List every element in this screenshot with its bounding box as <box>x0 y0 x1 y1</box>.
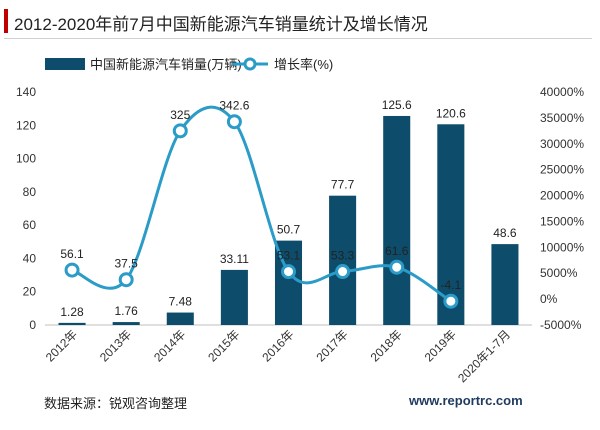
bar <box>437 124 465 325</box>
title-divider <box>4 38 592 39</box>
source-note: 数据来源：锐观咨询整理 <box>44 396 188 411</box>
bar <box>383 115 411 325</box>
x-axis-tick-label: 2016年 <box>259 327 296 364</box>
x-axis-tick-label: 2012年 <box>43 327 80 364</box>
legend-bar-swatch <box>45 58 85 70</box>
y-axis-tick-label: 40 <box>23 251 37 265</box>
growth-rate-marker <box>226 114 242 130</box>
y2-axis-tick-label: 10000% <box>540 240 584 254</box>
bar <box>58 322 86 325</box>
bar-value-label: 48.6 <box>493 226 517 240</box>
bar <box>220 269 248 325</box>
growth-rate-marker <box>64 262 80 278</box>
title-bar: 2012-2020年前7月中国新能源汽车销量统计及增长情况 <box>0 0 600 40</box>
growth-rate-marker <box>118 272 134 288</box>
x-axis-tick-label: 2020年1-7月 <box>455 327 513 385</box>
y2-axis-tick-label: 25000% <box>540 163 584 177</box>
x-axis-tick-label: 2018年 <box>368 327 405 364</box>
growth-rate-label: 53.3 <box>331 249 355 263</box>
bar <box>491 244 519 325</box>
chart-title: 2012-2020年前7月中国新能源汽车销量统计及增长情况 <box>14 15 428 34</box>
y-axis-tick-label: 80 <box>23 185 37 199</box>
x-axis-tick-label: 2017年 <box>313 327 350 364</box>
growth-rate-marker <box>443 293 459 309</box>
y-axis-tick-label: 60 <box>23 218 37 232</box>
title-accent-bar <box>4 9 8 33</box>
y-axis-tick-label: 140 <box>16 85 36 99</box>
growth-rate-label: 342.6 <box>219 99 249 113</box>
y2-axis-tick-label: 40000% <box>540 85 584 99</box>
y-axis-tick-label: 0 <box>29 318 36 332</box>
y-axis-tick-label: 120 <box>16 118 36 132</box>
x-axis-tick-label: 2015年 <box>205 327 242 364</box>
legend-line-label: 增长率(%) <box>274 57 333 72</box>
growth-rate-label: 61.6 <box>385 244 409 258</box>
bar-value-label: 120.6 <box>436 106 466 120</box>
bar-value-label: 125.6 <box>382 98 412 112</box>
growth-rate-line <box>71 105 452 303</box>
growth-rate-marker <box>172 123 188 139</box>
x-axis-tick-label: 2019年 <box>422 327 459 364</box>
y2-axis-tick-label: 5000% <box>540 266 578 280</box>
bar <box>166 312 194 325</box>
growth-rate-label: 53.1 <box>277 249 301 263</box>
y2-axis-tick-label: 15000% <box>540 214 584 228</box>
growth-rate-marker <box>335 264 351 280</box>
y2-axis-tick-label: 30000% <box>540 137 584 151</box>
bar-value-label: 33.11 <box>220 252 249 266</box>
y2-axis-tick-label: 20000% <box>540 189 584 203</box>
growth-rate-label: 37.5 <box>114 257 138 271</box>
growth-rate-label: -4.1 <box>440 278 461 292</box>
y2-axis-tick-label: 35000% <box>540 111 584 125</box>
bar <box>112 322 140 325</box>
legend-line-marker <box>243 57 257 71</box>
bar-value-label: 7.48 <box>169 295 193 309</box>
growth-rate-label: 325 <box>170 108 190 122</box>
growth-rate-label: 56.1 <box>60 247 84 261</box>
x-axis-tick-label: 2014年 <box>151 327 188 364</box>
bar <box>329 195 357 325</box>
bar-value-label: 77.7 <box>331 178 355 192</box>
legend-bar-label: 中国新能源汽车销量(万辆) <box>90 57 242 72</box>
y2-axis-tick-label: -5000% <box>540 318 582 332</box>
y-axis-tick-label: 20 <box>23 285 37 299</box>
growth-rate-marker <box>281 264 296 280</box>
growth-rate-marker <box>389 259 405 275</box>
bar-value-label: 1.76 <box>114 304 138 318</box>
bar-value-label: 50.7 <box>277 223 301 237</box>
x-axis-tick-label: 2013年 <box>97 327 134 364</box>
y2-axis-tick-label: 0% <box>540 292 558 306</box>
website-label: www.reportrc.com <box>409 393 523 408</box>
bar-value-label: 1.28 <box>60 305 84 319</box>
y-axis-tick-label: 100 <box>16 152 36 166</box>
